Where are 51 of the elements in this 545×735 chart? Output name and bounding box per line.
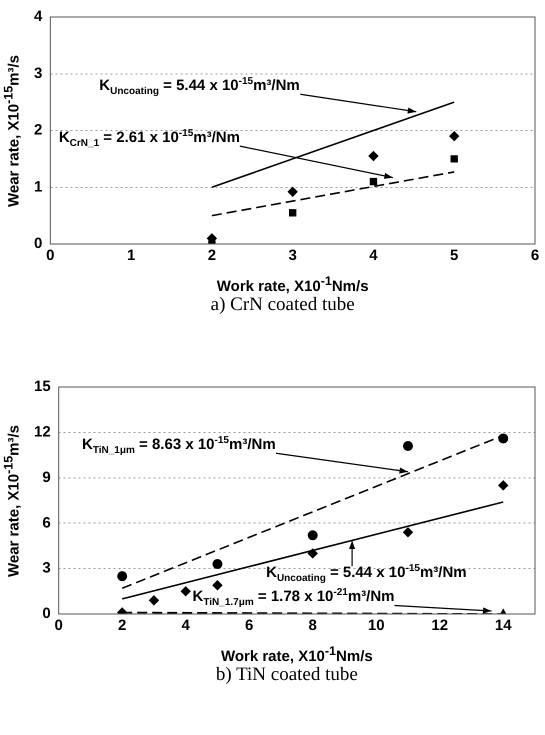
annotation: K$_{TiN_1.7μm}$ = 1.78 x 10$^{-21}$m³/Nm [192, 587, 395, 608]
point [402, 441, 413, 452]
text: b) TiN coated tube [216, 664, 358, 686]
x-tick-label: 1 [126, 247, 136, 264]
y-tick-label: 3 [34, 64, 42, 82]
y-tick-label: 4 [34, 8, 43, 26]
y-tick-label: 6 [42, 514, 51, 532]
x-tick-label: 8 [308, 617, 317, 634]
x-tick-label: 3 [288, 247, 297, 264]
point [288, 209, 296, 216]
point [308, 530, 318, 540]
x-tick-label: 10 [368, 617, 385, 634]
point [449, 131, 460, 142]
point [288, 186, 298, 197]
x-tick-label: 4 [369, 247, 378, 264]
annotation: K$_{Uncoating}$ = 5.44 x 10$^{-15}$m³/Nm [266, 563, 467, 584]
point [498, 433, 508, 444]
annotation: K$_{TiN_1μm}$ = 8.63 x 10$^{-15}$m³/Nm [82, 435, 276, 456]
x-tick-label: 2 [208, 247, 216, 264]
x-tick-label: 4 [182, 617, 191, 634]
annotation: K$_{CrN_1}$ = 2.61 x 10$^{-15}$m³/Nm [58, 128, 240, 150]
point [180, 586, 191, 596]
point [212, 559, 222, 570]
x-tick-label: 5 [450, 247, 458, 264]
x-tick-label: 14 [494, 617, 512, 634]
y-tick-label: 3 [42, 560, 51, 577]
point [370, 178, 378, 186]
y-tick-label: 15 [34, 378, 51, 396]
point [402, 527, 413, 538]
x-tick-label: 2 [118, 617, 126, 634]
point [368, 151, 378, 162]
x-axis-title: Work rate, X10$^{-1}$Nm/s [220, 644, 373, 665]
y-tick-label: 9 [42, 468, 51, 486]
point [212, 580, 222, 590]
point [148, 595, 159, 606]
point [308, 548, 318, 558]
x-tick-label: 0 [54, 617, 63, 634]
x-tick-label: 12 [431, 617, 448, 634]
text: a) CrN coated tube [210, 294, 355, 316]
x-tick-label: 6 [245, 617, 254, 634]
y-tick-label: 0 [34, 235, 42, 252]
annotation: K$_{Uncoating}$ = 5.44 x 10$^{-15}$m³/Nm [99, 76, 300, 98]
point [117, 571, 128, 582]
y-tick-label: 1 [34, 178, 42, 196]
y-tick-label: 0 [42, 605, 51, 622]
x-axis-title: Work rate, X10$^{-1}$Nm/s [216, 274, 369, 295]
y-tick-label: 12 [34, 424, 51, 441]
point [498, 480, 508, 490]
y-tick-label: 2 [34, 122, 42, 139]
x-tick-label: 6 [530, 247, 540, 264]
point [450, 155, 458, 163]
